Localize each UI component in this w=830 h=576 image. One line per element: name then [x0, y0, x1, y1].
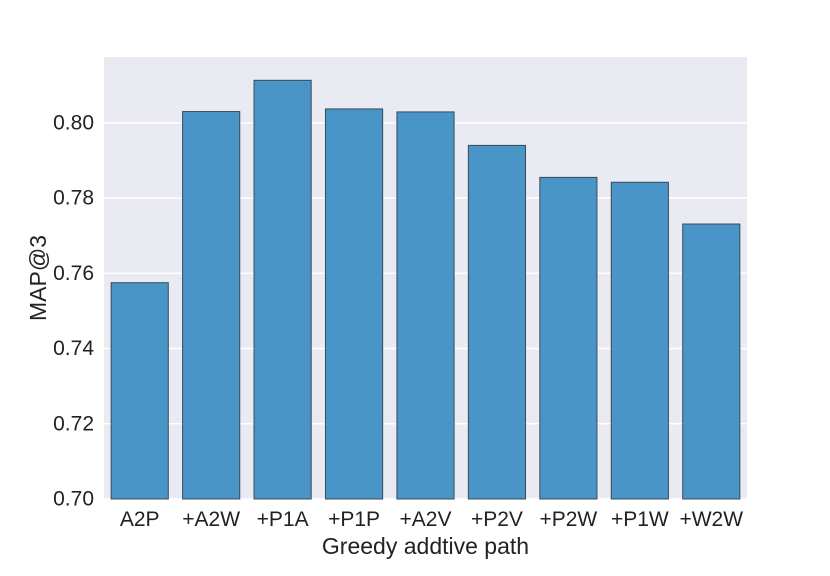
- x-axis-ticks: A2P +A2W +P1A +P1P +A2V +P2V +P2W +P1W +W2W: [120, 508, 743, 531]
- y-tick-label: 0.78: [53, 187, 94, 210]
- bar-+P1A: [253, 79, 312, 500]
- bar-+P1W: [610, 181, 669, 500]
- y-axis-ticks: 0.70 0.72 0.74 0.76 0.78 0.80: [53, 111, 94, 510]
- bar-+P2V: [467, 144, 527, 500]
- y-tick-label: 0.80: [53, 111, 94, 134]
- x-tick-label: +P1A: [257, 508, 309, 531]
- y-tick-label: 0.72: [53, 412, 94, 435]
- x-tick-label: +W2W: [679, 508, 743, 531]
- bar-+A2V: [396, 111, 455, 500]
- y-axis-label: MAP@3: [25, 235, 51, 321]
- x-tick-label: +A2W: [182, 508, 240, 531]
- y-tick-label: 0.74: [53, 337, 94, 360]
- x-tick-label: A2P: [120, 508, 160, 531]
- bar-+P1P: [324, 108, 384, 500]
- bar-A2P: [110, 282, 169, 500]
- x-tick-label: +P2V: [471, 508, 523, 531]
- y-tick-label: 0.70: [53, 488, 94, 511]
- bars: [110, 79, 741, 500]
- bar-+A2W: [182, 111, 241, 500]
- bar-+P2W: [539, 176, 598, 500]
- bar-+W2W: [682, 223, 741, 500]
- x-tick-label: +P2W: [539, 508, 597, 531]
- x-tick-label: +P1P: [328, 508, 380, 531]
- y-tick-label: 0.76: [53, 262, 94, 285]
- x-axis-label: Greedy addtive path: [322, 533, 529, 559]
- x-tick-label: +A2V: [400, 508, 452, 531]
- x-tick-label: +P1W: [611, 508, 669, 531]
